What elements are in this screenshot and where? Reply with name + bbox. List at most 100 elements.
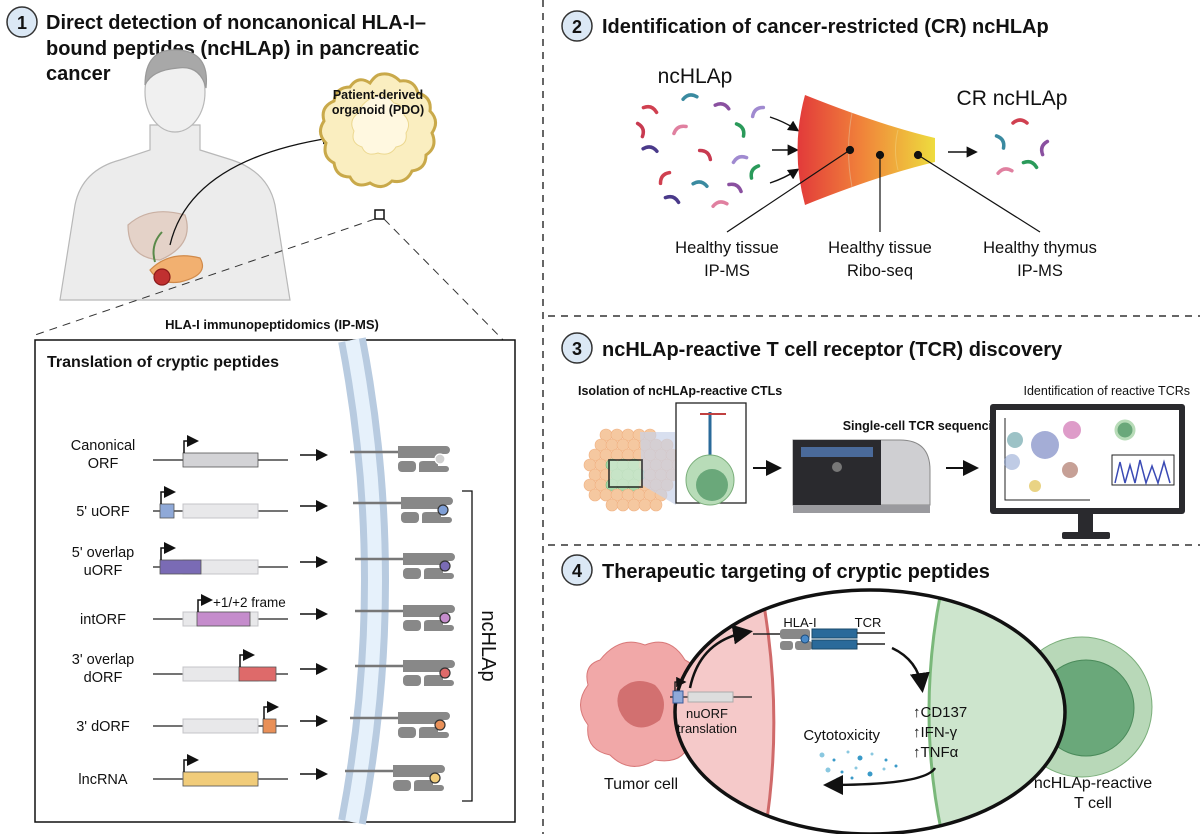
panel-title: ncHLAp-reactive T cell receptor (TCR) di… [602,339,1063,361]
granule [854,766,858,770]
orf-label: lncRNA [78,772,127,788]
cytotoxicity-label: Cytotoxicity [803,727,880,744]
cell-dot [638,498,652,512]
box-title: Translation of cryptic peptides [47,354,279,371]
peptide-squiggle [731,154,749,165]
peptide-squiggle [635,121,646,139]
hla-peptide-complex [355,660,455,686]
orf-label: 5' uORF [76,504,130,520]
peptide-squiggle [672,124,688,136]
granule [832,758,836,762]
orf-row: 5' uORF [76,486,453,523]
orf-box [182,452,259,468]
organoid-label: organoid (PDO) [332,103,424,117]
orf-row: 3' dORF [76,701,450,738]
t-cell-label: ncHLAp-reactive [1034,775,1152,792]
promoter-arrow-icon [183,435,199,453]
granule [884,758,888,762]
input-label: ncHLAp [658,65,733,88]
signal-arrow [891,646,930,693]
hla-peptide-complex [350,712,450,738]
granule [894,764,898,768]
nchlap-bracket [462,490,473,802]
step-label: Isolation of ncHLAp-reactive CTLs [578,384,782,398]
output-label: CR ncHLAp [957,87,1068,110]
monitor-icon [990,404,1185,539]
t-cell-label: T cell [1074,795,1112,812]
orf-label: 5' overlap [72,545,134,561]
granule [819,752,825,758]
ctl-cell-icon [685,412,735,506]
translation-label: translation [677,721,737,736]
peptide-icon [439,560,451,572]
sequencer-icon [792,439,931,513]
filter-label: Healthy tissue [675,239,779,257]
hla-tcr-complex [753,628,885,650]
selection-box [608,459,643,488]
orf-box [238,666,277,682]
panel-number: 4 [572,561,582,581]
panel-title-line: cancer [46,63,111,85]
orf-box [159,503,175,519]
panel-number: 3 [572,339,582,359]
cytotoxicity-arrow [823,767,937,795]
translation-box [34,339,516,823]
filter-label: Healthy thymus [983,239,1097,257]
marker-label: ↑IFN-γ [913,724,958,741]
orf-label: uORF [84,563,123,579]
orf-label: Canonical [71,438,136,454]
peptide-squiggle [1011,118,1029,125]
peptide-squiggle [681,93,699,101]
panel-title: Identification of cancer-restricted (CR)… [602,16,1049,38]
nchlap-bracket-label: ncHLAp [477,610,499,681]
cell-dot [605,498,619,512]
orf-box [159,559,202,575]
nuorf-gene [687,691,734,703]
orf-row: lncRNA [78,754,445,791]
peptide-squiggle [727,182,743,194]
filter-label: IP-MS [1017,262,1063,280]
peptide-squiggle [641,145,659,153]
step-label: Identification of reactive TCRs [1023,384,1190,398]
peptide-icon [434,453,446,465]
promoter-arrow-icon [160,486,176,504]
panel-number-badge [561,554,593,586]
tcr-label: TCR [855,615,882,630]
orf-row: 5' overlap uORF [72,542,455,579]
granule [846,750,850,754]
tumor-cell-label: Tumor cell [604,776,678,793]
orf-label: 3' overlap [72,652,134,668]
zoom-line [383,218,516,353]
panel-4: 4 Therapeutic targeting of cryptic pepti… [561,554,1153,834]
granule [857,755,863,761]
svg-text:+1/+2 frame: +1/+2 frame [213,595,286,610]
granule [867,771,873,777]
filter-leaders [726,145,1041,233]
zoom-region [374,209,385,220]
promoter-arrow-icon [239,649,255,667]
marker-label: ↑TNFα [913,744,959,761]
orf-row: 3' overlap dORF [72,649,455,686]
hla-peptide-complex [355,605,455,631]
cytotoxic-granules [819,750,898,783]
panel-title-line: bound peptides (ncHLAp) in pancreatic [46,38,419,60]
filter-label: IP-MS [704,262,750,280]
orf-box [196,611,251,627]
peptide-squiggle [750,105,766,119]
panel-2: 2 Identification of cancer-restricted (C… [561,10,1097,280]
organoid-icon [319,72,437,188]
cell-dot [627,498,641,512]
peptide-icon [439,612,451,624]
panel-1: 1 Direct detection of noncanonical HLA-I… [6,6,516,825]
granule [870,752,874,756]
step-label: Single-cell TCR sequencing [843,419,1008,433]
granule [882,767,886,771]
filter-label: Healthy tissue [828,239,932,257]
panel-number-badge [561,332,593,364]
orf-label: ORF [88,456,119,472]
marker-label: ↑CD137 [913,704,967,721]
peptide-squiggle [1021,159,1039,170]
cell-dot [649,498,663,512]
